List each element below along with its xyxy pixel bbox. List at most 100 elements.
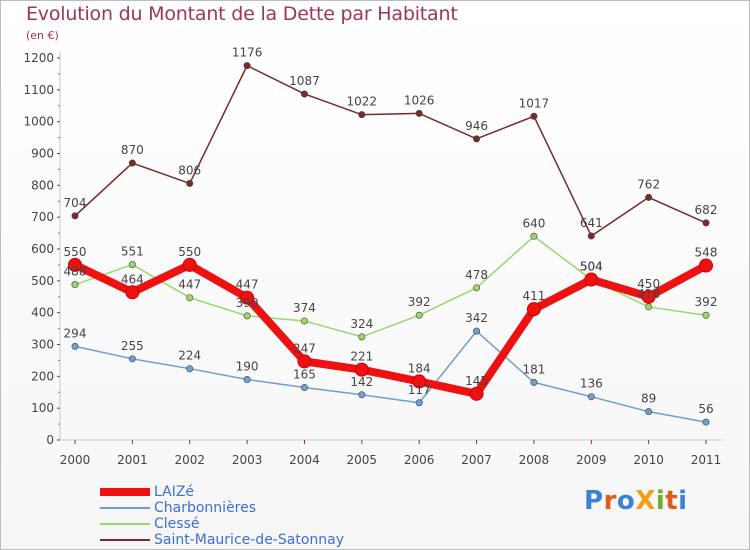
logo-letter: X [635, 486, 656, 516]
data-point-laiz [297, 354, 312, 369]
data-label-saint-maurice-de-satonnay: 1087 [289, 74, 320, 88]
y-tick-label: 200 [31, 369, 54, 383]
data-point-cless [243, 312, 251, 320]
data-label-laiz: 550 [64, 245, 87, 259]
data-point-laiz [641, 289, 656, 304]
x-tick-label: 2004 [289, 453, 320, 467]
data-label-charbonni-res: 117 [408, 383, 431, 397]
data-label-saint-maurice-de-satonnay: 946 [465, 119, 488, 133]
y-tick-label: 1100 [23, 83, 54, 97]
data-point-saint-maurice-de-satonnay [473, 135, 481, 143]
x-tick-label: 2007 [461, 453, 492, 467]
data-point-charbonni-res [473, 327, 481, 335]
legend-swatch [100, 523, 150, 525]
logo-letter: r [603, 486, 617, 516]
data-label-charbonni-res: 190 [236, 360, 259, 374]
data-label-charbonni-res: 89 [641, 392, 656, 406]
legend-label: Clessé [154, 516, 200, 532]
data-label-cless: 447 [178, 278, 201, 292]
x-tick-label: 2003 [232, 453, 263, 467]
data-label-laiz: 548 [695, 246, 718, 260]
data-label-saint-maurice-de-satonnay: 1022 [347, 95, 378, 109]
chart-subtitle: (en €) [26, 29, 59, 42]
x-tick-label: 2011 [691, 453, 722, 467]
data-point-saint-maurice-de-satonnay [702, 219, 710, 227]
data-point-saint-maurice-de-satonnay [530, 112, 538, 120]
data-point-saint-maurice-de-satonnay [300, 90, 308, 98]
data-label-cless: 504 [580, 260, 603, 274]
data-label-laiz: 447 [236, 278, 259, 292]
legend-label: Charbonnières [154, 500, 257, 516]
data-label-charbonni-res: 342 [465, 311, 488, 325]
data-label-saint-maurice-de-satonnay: 762 [637, 177, 660, 191]
x-tick-label: 2009 [576, 453, 607, 467]
data-point-cless [645, 303, 653, 311]
data-point-saint-maurice-de-satonnay [415, 109, 423, 117]
data-point-charbonni-res [300, 383, 308, 391]
data-label-laiz: 504 [580, 260, 603, 274]
data-point-laiz [526, 302, 541, 317]
data-label-saint-maurice-de-satonnay: 806 [178, 163, 201, 177]
data-point-cless [186, 294, 194, 302]
data-label-cless: 551 [121, 245, 144, 259]
data-label-cless: 392 [408, 295, 431, 309]
data-point-cless [473, 284, 481, 292]
data-point-laiz [412, 374, 427, 389]
data-label-saint-maurice-de-satonnay: 1017 [519, 96, 550, 110]
x-tick-label: 2002 [174, 453, 205, 467]
logo-letter: t [665, 486, 679, 516]
data-point-cless [358, 333, 366, 341]
data-label-cless: 374 [293, 301, 316, 315]
y-tick-label: 300 [31, 338, 54, 352]
logo-letter: i [655, 486, 666, 516]
x-tick-label: 2001 [117, 453, 148, 467]
y-tick-label: 600 [31, 242, 54, 256]
data-point-saint-maurice-de-satonnay [645, 193, 653, 201]
series-line-laiz [71, 260, 710, 398]
data-label-saint-maurice-de-satonnay: 1176 [232, 46, 263, 60]
logo-letter: i [678, 486, 688, 516]
data-point-saint-maurice-de-satonnay [587, 232, 595, 240]
y-tick-label: 0 [46, 433, 54, 447]
legend-item: Clessé [100, 516, 344, 532]
data-label-charbonni-res: 136 [580, 377, 603, 391]
data-point-charbonni-res [415, 399, 423, 407]
legend-item: Charbonnières [100, 500, 344, 516]
data-point-charbonni-res [358, 391, 366, 399]
logo-letter: o [616, 486, 636, 516]
legend-swatch [100, 507, 150, 509]
data-point-laiz [125, 285, 140, 300]
data-point-saint-maurice-de-satonnay [186, 179, 194, 187]
data-point-cless [702, 311, 710, 319]
data-label-cless: 478 [465, 268, 488, 282]
logo-letter: P [584, 486, 604, 516]
data-label-saint-maurice-de-satonnay: 870 [121, 143, 144, 157]
y-tick-label: 800 [31, 178, 54, 192]
data-point-cless [415, 311, 423, 319]
x-tick-label: 2008 [519, 453, 550, 467]
legend-label: Saint-Maurice-de-Satonnay [154, 532, 344, 548]
data-point-saint-maurice-de-satonnay [71, 212, 79, 220]
data-point-cless [530, 232, 538, 240]
data-point-charbonni-res [530, 378, 538, 386]
y-tick-label: 400 [31, 306, 54, 320]
data-label-laiz: 221 [350, 350, 373, 364]
data-point-charbonni-res [243, 376, 251, 384]
data-point-saint-maurice-de-satonnay [243, 62, 251, 70]
y-tick-label: 100 [31, 401, 54, 415]
legend-swatch [100, 539, 150, 541]
chart-title: Evolution du Montant de la Dette par Hab… [26, 3, 458, 25]
data-point-cless [300, 317, 308, 325]
legend-label: LAIZé [154, 484, 195, 500]
x-tick-label: 2010 [633, 453, 664, 467]
legend-item: LAIZé [100, 484, 344, 500]
data-point-saint-maurice-de-satonnay [358, 111, 366, 119]
data-label-charbonni-res: 181 [522, 362, 545, 376]
data-label-charbonni-res: 255 [121, 339, 144, 353]
data-label-saint-maurice-de-satonnay: 641 [580, 216, 603, 230]
series-line-saint-maurice-de-satonnay [74, 64, 707, 237]
y-tick-label: 1000 [23, 115, 54, 129]
data-point-charbonni-res [702, 418, 710, 426]
